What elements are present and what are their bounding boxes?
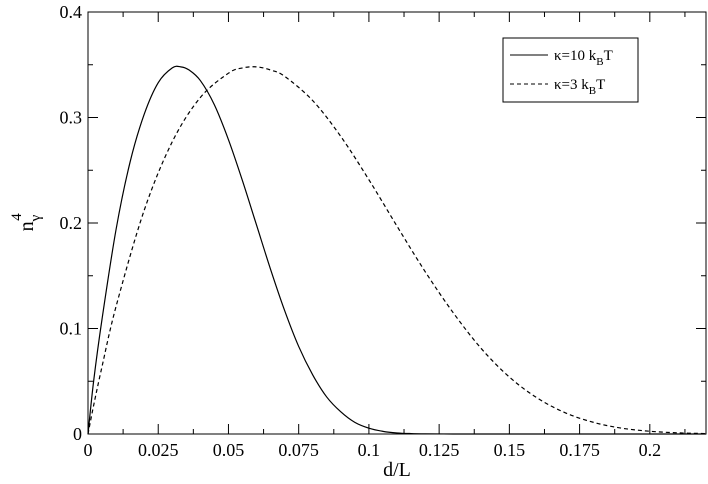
- y-axis-label: nγ 4: [9, 213, 44, 232]
- x-tick-label: 0.2: [639, 440, 662, 460]
- legend-box: [502, 37, 639, 103]
- y-tick-label: 0.4: [60, 2, 83, 22]
- y-axis-ticks: 0 0.1 0.2 0.3 0.4: [60, 2, 706, 444]
- svg-text:nγ: nγ: [16, 214, 44, 231]
- y-tick-label: 0.3: [60, 108, 83, 128]
- y-tick-label: 0.2: [60, 213, 83, 233]
- series-line-kappa-10: [87, 65, 706, 435]
- x-axis-ticks: 0 0.025 0.05 0.075 0.1 0.125 0.15 0.175 0.2: [84, 12, 686, 460]
- x-axis-label: d/L: [383, 459, 411, 481]
- x-tick-label: 0.1: [358, 440, 381, 460]
- x-tick-label: 0.075: [278, 440, 319, 460]
- x-tick-label: 0.05: [213, 440, 245, 460]
- legend-label-kappa-10: κ=10 kBT: [554, 48, 613, 68]
- x-tick-label: 0.125: [419, 440, 460, 460]
- series-layer: [87, 65, 707, 435]
- y-tick-label: 0: [73, 424, 82, 444]
- x-tick-label: 0.15: [494, 440, 526, 460]
- x-tick-label: 0.175: [559, 440, 600, 460]
- x-tick-label: 0: [84, 440, 93, 460]
- y-axis-label-main: n: [16, 221, 38, 231]
- legend-label-kappa-3: κ=3 kBT: [554, 77, 605, 97]
- y-axis-label-sup: 4: [9, 213, 25, 221]
- legend: κ=10 kBT κ=3 kBT: [502, 37, 639, 103]
- x-tick-label: 0.025: [138, 440, 179, 460]
- y-tick-label: 0.1: [60, 319, 83, 339]
- y-axis-label-sub: γ: [28, 214, 44, 222]
